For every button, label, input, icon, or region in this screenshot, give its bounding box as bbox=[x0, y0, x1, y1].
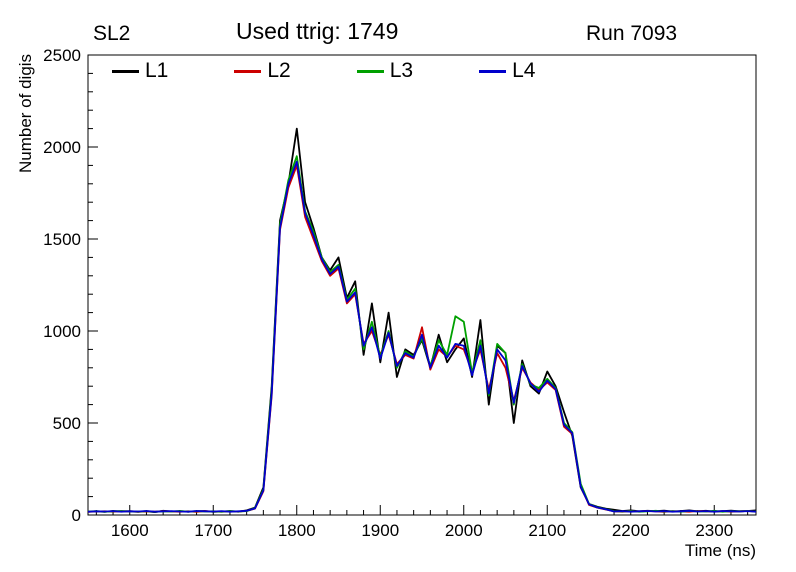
svg-text:2000: 2000 bbox=[43, 138, 81, 157]
y-axis-title: Number of digis bbox=[16, 53, 35, 173]
svg-text:2200: 2200 bbox=[612, 521, 650, 540]
svg-text:1000: 1000 bbox=[43, 322, 81, 341]
svg-text:2100: 2100 bbox=[528, 521, 566, 540]
svg-text:1600: 1600 bbox=[111, 521, 149, 540]
plot-title: Used ttrig: 1749 bbox=[236, 18, 399, 44]
legend-label-l2: L2 bbox=[267, 59, 291, 82]
legend-label-l1: L1 bbox=[145, 59, 169, 82]
legend-label-l4: L4 bbox=[512, 59, 536, 82]
legend-line-l4-icon bbox=[479, 69, 507, 73]
legend-entry-l3: L3 bbox=[356, 59, 414, 83]
legend: L1 L2 L3 L4 bbox=[112, 59, 535, 83]
svg-text:2000: 2000 bbox=[445, 521, 483, 540]
run-number-title: Run 7093 bbox=[586, 22, 678, 45]
svg-text:1500: 1500 bbox=[43, 230, 81, 249]
legend-label-l3: L3 bbox=[389, 59, 414, 82]
svg-text:0: 0 bbox=[72, 506, 81, 525]
svg-text:1900: 1900 bbox=[361, 521, 399, 540]
legend-entry-l2: L2 bbox=[234, 59, 291, 83]
legend-line-l2-icon bbox=[234, 69, 262, 73]
x-axis-title: Time (ns) bbox=[684, 541, 756, 560]
svg-text:2300: 2300 bbox=[695, 521, 733, 540]
svg-text:2500: 2500 bbox=[43, 46, 81, 65]
legend-line-l3-icon bbox=[356, 69, 384, 73]
svg-text:1800: 1800 bbox=[278, 521, 316, 540]
legend-entry-l1: L1 bbox=[112, 59, 168, 83]
superlayer-title: SL2 bbox=[93, 22, 131, 45]
svg-text:500: 500 bbox=[53, 414, 81, 433]
legend-entry-l4: L4 bbox=[479, 59, 535, 83]
legend-line-l1-icon bbox=[112, 69, 139, 73]
svg-text:1700: 1700 bbox=[194, 521, 232, 540]
